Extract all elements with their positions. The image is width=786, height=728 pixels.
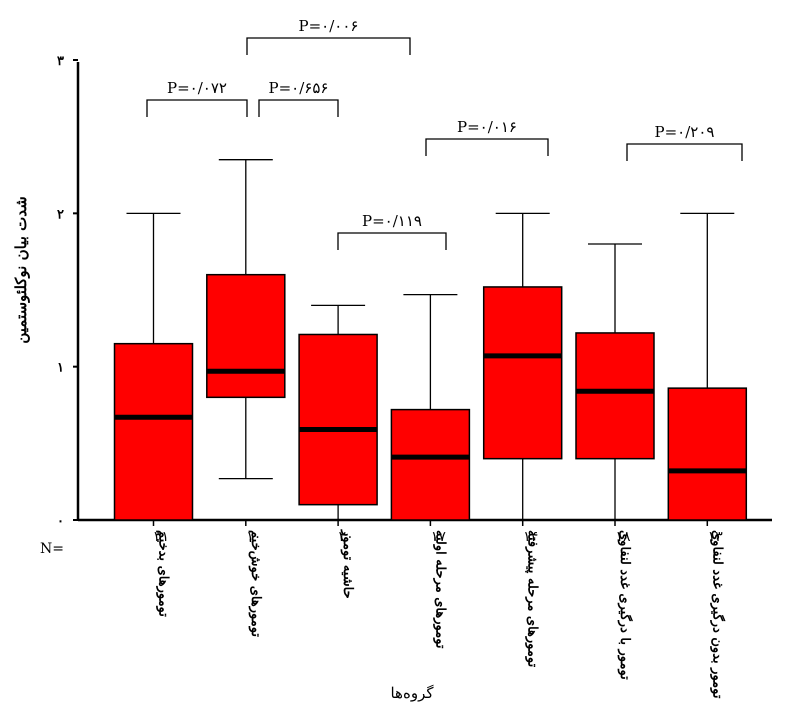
n-count: ۱۳ bbox=[708, 529, 724, 545]
n-count: ۱۸ bbox=[615, 529, 631, 545]
box-iqr bbox=[575, 332, 655, 460]
p-value-label: P=۰/۰۷۲ bbox=[167, 79, 227, 97]
box-iqr bbox=[206, 273, 286, 399]
category-label: تومور با درگیری غدد لنفاوی bbox=[617, 530, 634, 680]
p-value-label: P=۰/۰۰۶ bbox=[299, 17, 359, 35]
p-value-label: P=۰/۰۱۶ bbox=[457, 118, 517, 136]
box-group bbox=[113, 212, 194, 526]
y-axis-title: شدت بیان نوکلئوستمین bbox=[12, 196, 30, 343]
box-iqr bbox=[482, 286, 563, 460]
x-axis-label: گروه‌ها bbox=[390, 684, 434, 702]
category-label: تومورهای بدخیم bbox=[156, 530, 171, 617]
p-value-label: P=۰/۱۱۹ bbox=[362, 212, 422, 230]
bracket-line bbox=[425, 138, 549, 156]
category-label: حاشیه تومور bbox=[340, 529, 355, 599]
boxes-layer bbox=[113, 159, 748, 526]
box-group bbox=[206, 159, 286, 526]
n-count: ۱۰ bbox=[246, 529, 261, 545]
n-count: ۲۰ bbox=[339, 529, 354, 545]
y-tick-label: ۱ bbox=[57, 361, 64, 376]
category-label: تومورهای مرحله اولیه bbox=[432, 530, 447, 649]
significance-bracket: P=۰/۰۰۶ bbox=[246, 17, 411, 55]
category-label: تومور بدون درگیری غدد لنفاوی bbox=[709, 530, 726, 699]
y-tick-label: ۰ bbox=[57, 514, 64, 529]
p-value-label: P=۰/۲۰۹ bbox=[655, 123, 715, 141]
p-value-label: P=۰/۶۵۶ bbox=[269, 79, 329, 97]
significance-bracket: P=۰/۰۱۶ bbox=[425, 118, 549, 156]
y-tick-label: ۳ bbox=[57, 54, 64, 69]
category-label: تومورهای مرحله پیشرفته bbox=[525, 530, 540, 668]
significance-bracket: P=۰/۶۵۶ bbox=[258, 79, 339, 117]
bracket-line bbox=[258, 99, 339, 117]
box-group bbox=[667, 212, 748, 526]
box-iqr bbox=[113, 342, 194, 521]
box-iqr bbox=[298, 333, 378, 506]
n-count: ۱۷ bbox=[431, 529, 447, 545]
box-iqr bbox=[390, 408, 471, 521]
box-group bbox=[482, 212, 563, 526]
significance-bracket: P=۰/۲۰۹ bbox=[626, 123, 743, 161]
n-count: ۱۴ bbox=[523, 529, 538, 545]
significance-bracket: P=۰/۰۷۲ bbox=[146, 79, 248, 117]
significance-brackets: P=۰/۰۷۲ P=۰/۰۰۶ P=۰/۶۵۶ P=۰/۱۱۹ P=۰/۰۱۶ P=۰/۲… bbox=[146, 17, 743, 250]
box-iqr bbox=[667, 387, 748, 521]
box-group bbox=[298, 304, 378, 526]
category-label: تومورهای خوش‌خیم bbox=[248, 530, 263, 637]
y-tick-label: ۲ bbox=[57, 207, 64, 222]
box-group bbox=[575, 243, 655, 526]
n-label: N= bbox=[40, 541, 64, 557]
significance-bracket: P=۰/۱۱۹ bbox=[337, 212, 447, 250]
bracket-line bbox=[246, 37, 411, 55]
n-count: ۳۱ bbox=[154, 529, 169, 545]
bracket-line bbox=[626, 143, 743, 161]
y-axis-label: شدت بیان نوکلئوستمین bbox=[12, 196, 30, 343]
bracket-line bbox=[337, 232, 447, 250]
box-group bbox=[390, 293, 471, 526]
bracket-line bbox=[146, 99, 248, 117]
